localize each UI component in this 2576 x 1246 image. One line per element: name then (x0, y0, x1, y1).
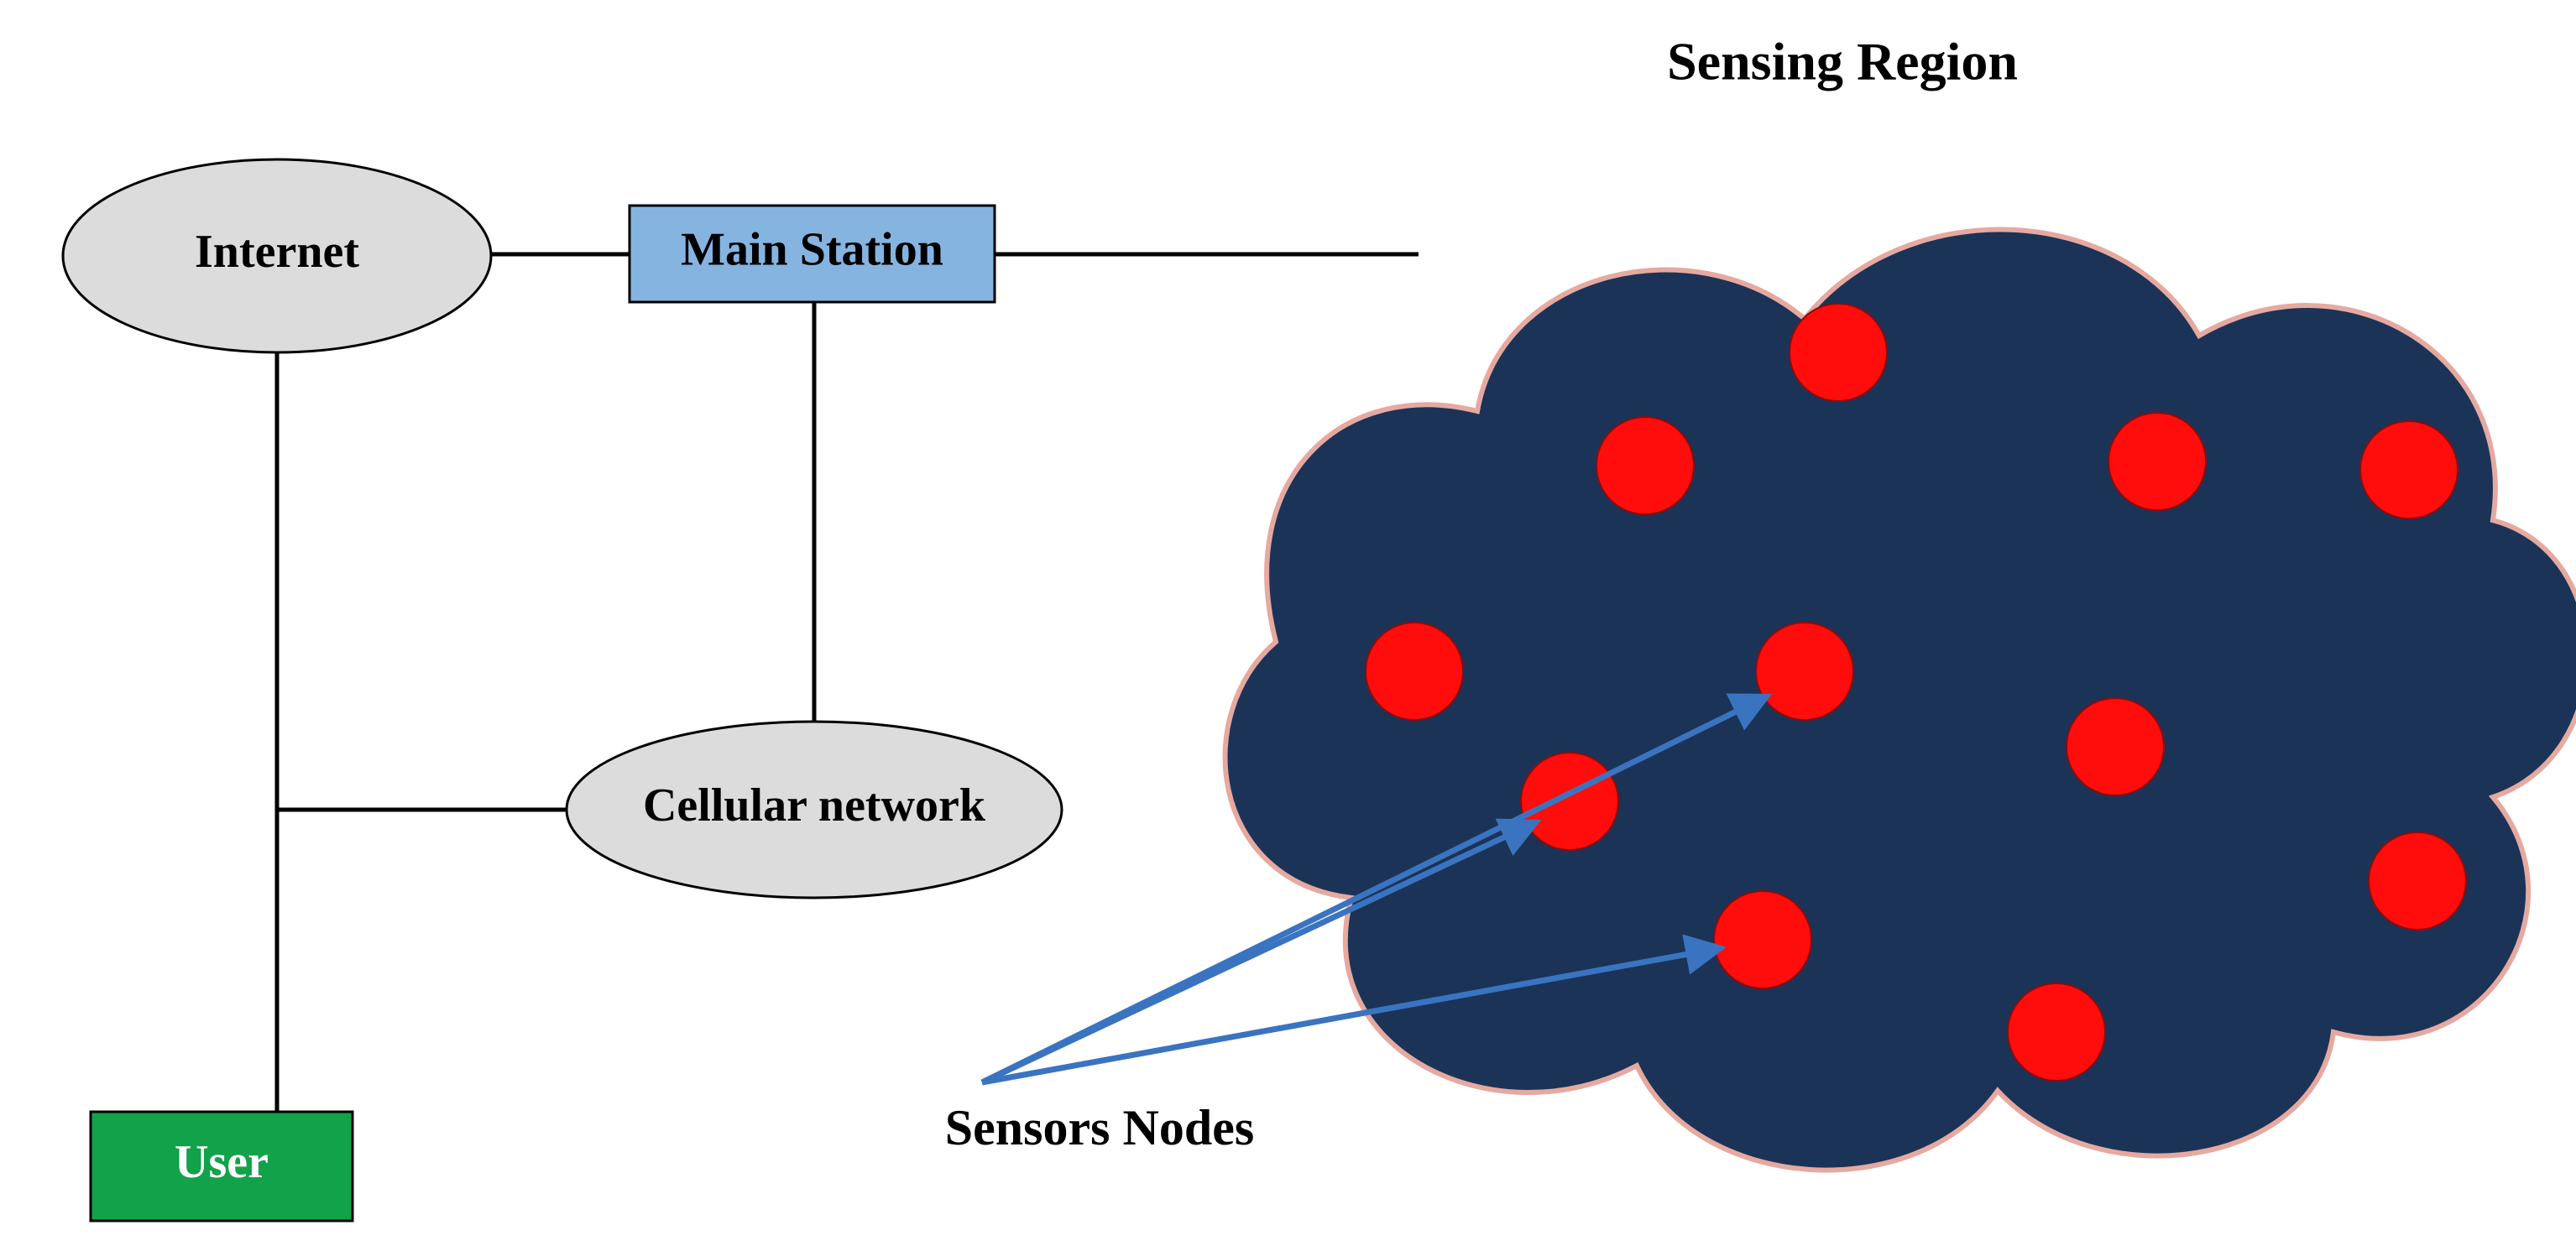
internet-label: Internet (195, 226, 359, 278)
sensor-node-9 (1714, 891, 1811, 988)
sensors-nodes-label: Sensors Nodes (945, 1100, 1254, 1155)
sensor-node-7 (1521, 753, 1618, 850)
sensor-node-0 (1790, 304, 1887, 401)
sensor-node-6 (2067, 698, 2164, 795)
sensor-node-2 (2108, 413, 2206, 510)
main-station-label: Main Station (681, 223, 943, 275)
sensor-node-3 (2360, 421, 2458, 519)
sensor-node-10 (2008, 983, 2105, 1081)
sensor-node-5 (1756, 623, 1853, 720)
sensor-node-4 (1366, 623, 1463, 720)
sensor-node-1 (1596, 417, 1694, 514)
sensing-region-title: Sensing Region (1667, 32, 2018, 91)
user-label: User (175, 1136, 269, 1188)
cellular-label: Cellular network (643, 779, 986, 832)
sensor-node-8 (2369, 832, 2466, 930)
